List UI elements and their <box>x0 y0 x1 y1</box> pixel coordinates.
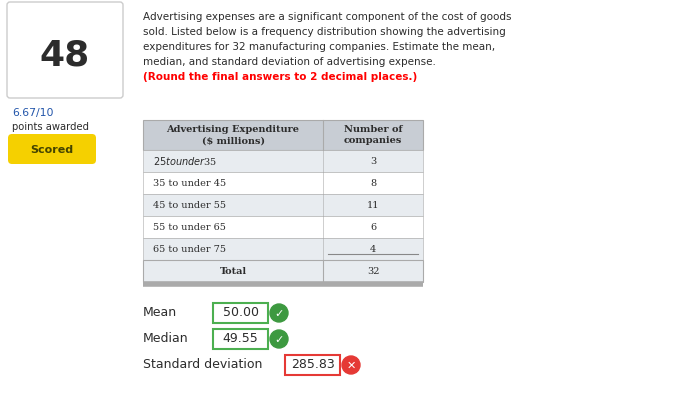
Bar <box>143 172 423 194</box>
Text: expenditures for 32 manufacturing companies. Estimate the mean,: expenditures for 32 manufacturing compan… <box>143 42 495 52</box>
Text: Advertising Expenditure
($ millions): Advertising Expenditure ($ millions) <box>166 125 299 145</box>
Text: 8: 8 <box>370 179 376 187</box>
Text: Median: Median <box>143 333 188 345</box>
Bar <box>143 194 423 216</box>
Circle shape <box>342 356 360 374</box>
Text: Mean: Mean <box>143 307 177 320</box>
Circle shape <box>270 304 288 322</box>
FancyBboxPatch shape <box>8 134 96 164</box>
Text: 32: 32 <box>367 267 379 276</box>
Text: ✓: ✓ <box>274 335 283 345</box>
Text: 35 to under 45: 35 to under 45 <box>153 179 226 187</box>
Bar <box>213 303 268 323</box>
Bar <box>143 150 423 172</box>
FancyBboxPatch shape <box>7 2 123 98</box>
Circle shape <box>270 330 288 348</box>
Text: 45 to under 55: 45 to under 55 <box>153 200 226 209</box>
Text: ✕: ✕ <box>346 360 356 371</box>
Text: 6.67/10: 6.67/10 <box>12 108 53 118</box>
Bar <box>143 120 423 150</box>
Text: points awarded: points awarded <box>12 122 89 132</box>
Bar <box>143 260 423 282</box>
Text: 49.55: 49.55 <box>222 333 258 345</box>
Bar <box>143 238 423 260</box>
Text: Advertising expenses are a significant component of the cost of goods: Advertising expenses are a significant c… <box>143 12 511 22</box>
Text: Total: Total <box>220 267 247 276</box>
Text: 6: 6 <box>370 223 376 232</box>
Text: Scored: Scored <box>30 145 73 155</box>
Text: ✓: ✓ <box>274 308 283 318</box>
Text: 4: 4 <box>370 244 376 253</box>
Text: median, and standard deviation of advertising expense.: median, and standard deviation of advert… <box>143 57 436 67</box>
Text: Standard deviation: Standard deviation <box>143 358 263 371</box>
Bar <box>143 216 423 238</box>
Text: 55 to under 65: 55 to under 65 <box>153 223 226 232</box>
Text: (Round the final answers to 2 decimal places.): (Round the final answers to 2 decimal pl… <box>143 72 417 82</box>
Text: 65 to under 75: 65 to under 75 <box>153 244 226 253</box>
Text: 11: 11 <box>367 200 379 209</box>
Text: 285.83: 285.83 <box>290 358 335 371</box>
Bar <box>285 355 340 375</box>
Text: 3: 3 <box>370 156 376 166</box>
Text: $25 to under $35: $25 to under $35 <box>153 155 218 167</box>
Text: sold. Listed below is a frequency distribution showing the advertising: sold. Listed below is a frequency distri… <box>143 27 506 37</box>
Text: 50.00: 50.00 <box>222 307 258 320</box>
Text: Number of
companies: Number of companies <box>344 125 403 145</box>
Text: 48: 48 <box>40 38 90 72</box>
Bar <box>213 329 268 349</box>
